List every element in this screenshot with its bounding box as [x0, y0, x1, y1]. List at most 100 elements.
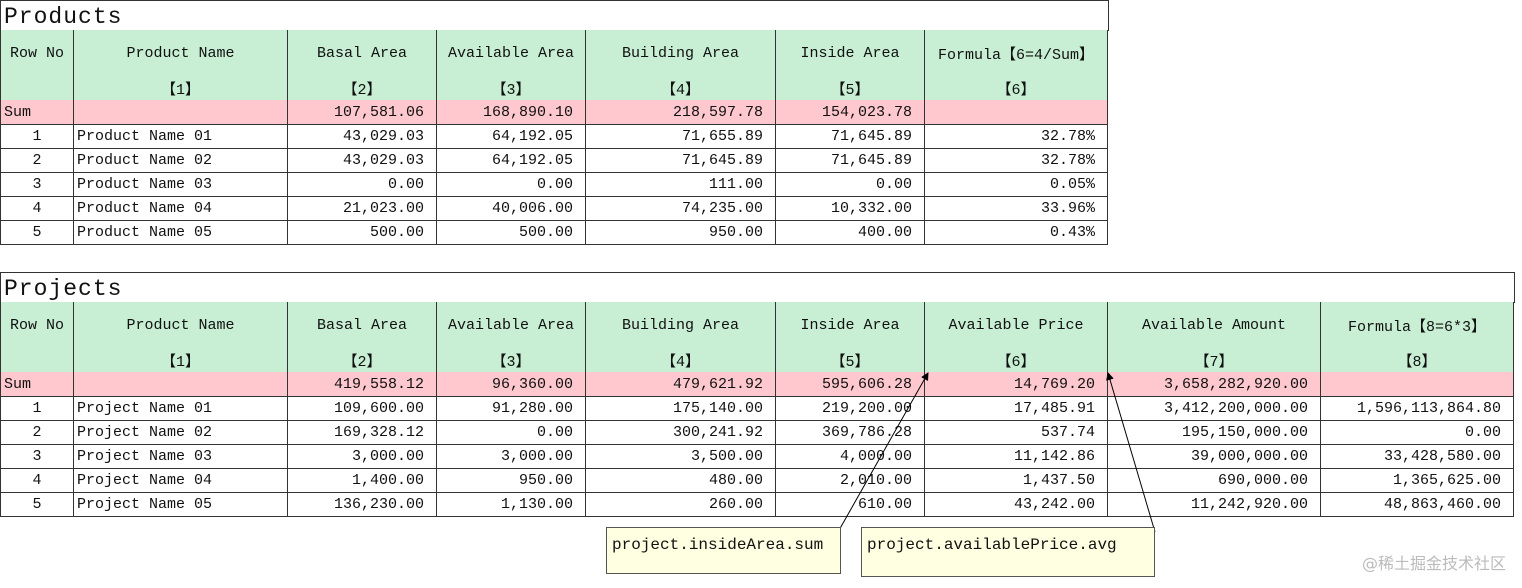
data-cell: 0.00 — [437, 172, 586, 197]
data-cell: 3,500.00 — [586, 444, 776, 469]
data-cell: 195,150,000.00 — [1108, 420, 1321, 445]
sum-cell: 14,769.20 — [925, 372, 1108, 397]
data-cell: 0.05% — [925, 172, 1108, 197]
data-cell: 0.00 — [437, 420, 586, 445]
index-cell: 【5】 — [776, 348, 925, 373]
data-cell: 5 — [0, 220, 74, 245]
sum-cell — [74, 100, 288, 125]
data-cell: 109,600.00 — [288, 396, 437, 421]
sum-cell: 107,581.06 — [288, 100, 437, 125]
data-cell: 0.00 — [288, 172, 437, 197]
header-cell: Product Name — [74, 30, 288, 77]
data-cell: 0.00 — [776, 172, 925, 197]
data-cell: Project Name 03 — [74, 444, 288, 469]
data-cell: 537.74 — [925, 420, 1108, 445]
header-cell: Available Amount — [1108, 302, 1321, 349]
data-cell: 33.96% — [925, 196, 1108, 221]
data-cell: 4,000.00 — [776, 444, 925, 469]
data-cell: 43,029.03 — [288, 148, 437, 173]
data-cell: 17,485.91 — [925, 396, 1108, 421]
data-cell: 91,280.00 — [437, 396, 586, 421]
data-cell: 1,437.50 — [925, 468, 1108, 493]
data-cell: 400.00 — [776, 220, 925, 245]
table-title: Projects — [0, 272, 1515, 303]
sum-cell: 419,558.12 — [288, 372, 437, 397]
data-cell: 136,230.00 — [288, 492, 437, 517]
data-cell: 71,655.89 — [586, 124, 776, 149]
data-cell: 480.00 — [586, 468, 776, 493]
header-cell: Building Area — [586, 302, 776, 349]
data-cell: 11,242,920.00 — [1108, 492, 1321, 517]
index-cell: 【1】 — [74, 76, 288, 101]
index-cell: 【8】 — [1321, 348, 1514, 373]
data-cell: Product Name 05 — [74, 220, 288, 245]
index-cell: 【6】 — [925, 76, 1108, 101]
data-cell: 3 — [0, 444, 74, 469]
data-cell: 43,029.03 — [288, 124, 437, 149]
index-cell — [0, 76, 74, 101]
data-cell: 111.00 — [586, 172, 776, 197]
header-cell: Building Area — [586, 30, 776, 77]
sum-cell: 479,621.92 — [586, 372, 776, 397]
sum-cell: 218,597.78 — [586, 100, 776, 125]
data-cell: 71,645.89 — [776, 124, 925, 149]
data-cell: 1,130.00 — [437, 492, 586, 517]
data-cell: 2 — [0, 148, 74, 173]
data-cell: 1,365,625.00 — [1321, 468, 1514, 493]
data-cell: 48,863,460.00 — [1321, 492, 1514, 517]
data-cell: 71,645.89 — [776, 148, 925, 173]
index-cell: 【7】 — [1108, 348, 1321, 373]
sum-cell: Sum — [0, 100, 74, 125]
data-cell: 500.00 — [288, 220, 437, 245]
data-cell: Product Name 02 — [74, 148, 288, 173]
sum-cell: Sum — [0, 372, 74, 397]
header-cell: Formula【6=4/Sum】 — [925, 30, 1108, 77]
data-cell: 5 — [0, 492, 74, 517]
data-cell: Project Name 04 — [74, 468, 288, 493]
sum-cell: 595,606.28 — [776, 372, 925, 397]
data-cell: 43,242.00 — [925, 492, 1108, 517]
index-cell — [0, 348, 74, 373]
data-cell: Project Name 05 — [74, 492, 288, 517]
index-cell: 【4】 — [586, 348, 776, 373]
data-cell: 71,645.89 — [586, 148, 776, 173]
data-cell: Project Name 02 — [74, 420, 288, 445]
data-cell: 300,241.92 — [586, 420, 776, 445]
data-cell: 3 — [0, 172, 74, 197]
data-cell: 4 — [0, 196, 74, 221]
data-cell: 2,010.00 — [776, 468, 925, 493]
index-cell: 【3】 — [437, 348, 586, 373]
data-cell: Product Name 03 — [74, 172, 288, 197]
data-cell: 950.00 — [437, 468, 586, 493]
index-cell: 【5】 — [776, 76, 925, 101]
data-cell: 0.00 — [1321, 420, 1514, 445]
data-cell: 74,235.00 — [586, 196, 776, 221]
data-cell: Product Name 01 — [74, 124, 288, 149]
data-cell: 40,006.00 — [437, 196, 586, 221]
header-cell: Available Area — [437, 302, 586, 349]
data-cell: Product Name 04 — [74, 196, 288, 221]
data-cell: 1,596,113,864.80 — [1321, 396, 1514, 421]
data-cell: 175,140.00 — [586, 396, 776, 421]
index-cell: 【4】 — [586, 76, 776, 101]
sum-cell: 168,890.10 — [437, 100, 586, 125]
data-cell: 3,000.00 — [437, 444, 586, 469]
data-cell: 10,332.00 — [776, 196, 925, 221]
header-cell: Basal Area — [288, 30, 437, 77]
header-cell: Formula【8=6*3】 — [1321, 302, 1514, 349]
index-cell: 【6】 — [925, 348, 1108, 373]
index-cell: 【2】 — [288, 348, 437, 373]
data-cell: Project Name 01 — [74, 396, 288, 421]
data-cell: 32.78% — [925, 148, 1108, 173]
sum-cell — [925, 100, 1108, 125]
header-cell: Row No — [0, 302, 74, 349]
header-cell: Inside Area — [776, 302, 925, 349]
sum-cell: 96,360.00 — [437, 372, 586, 397]
data-cell: 260.00 — [586, 492, 776, 517]
sum-cell: 154,023.78 — [776, 100, 925, 125]
header-cell: Available Area — [437, 30, 586, 77]
data-cell: 11,142.86 — [925, 444, 1108, 469]
data-cell: 219,200.00 — [776, 396, 925, 421]
comment: project.insideArea.sum — [606, 527, 841, 574]
